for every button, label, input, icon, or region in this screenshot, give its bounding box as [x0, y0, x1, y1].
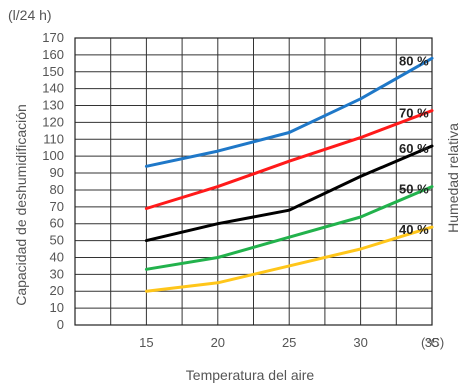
x-tick-label: 35 [425, 335, 439, 350]
x-tick-label: 25 [282, 335, 296, 350]
series-labels: 80 % 70 % 60 % 50 % 40 % [399, 53, 429, 237]
y-tick-label: 100 [42, 148, 64, 163]
y-tick-label: 40 [50, 249, 64, 264]
series-label: 80 % [399, 53, 429, 68]
y-tick-label: 120 [42, 114, 64, 129]
y-tick-label: 20 [50, 283, 64, 298]
grid [74, 37, 433, 326]
x-axis-ticks: 15 20 25 30 35 [139, 335, 439, 350]
y-tick-label: 90 [50, 165, 64, 180]
y-tick-label: 140 [42, 81, 64, 96]
y-tick-label: 70 [50, 199, 64, 214]
y-tick-label: 50 [50, 233, 64, 248]
series-line [144, 109, 434, 210]
y-tick-label: 150 [42, 64, 64, 79]
series-line [144, 225, 434, 293]
x-tick-label: 15 [139, 335, 153, 350]
series-label: 70 % [399, 106, 429, 121]
y-tick-label: 80 [50, 182, 64, 197]
series-line [144, 56, 434, 168]
y-tick-label: 60 [50, 216, 64, 231]
series-lines [144, 56, 434, 293]
x-tick-label: 20 [211, 335, 225, 350]
plot-frame [74, 37, 433, 326]
y-tick-label: 30 [50, 266, 64, 281]
y-tick-label: 130 [42, 98, 64, 113]
x-tick-label: 30 [353, 335, 367, 350]
y-tick-label: 110 [43, 131, 64, 146]
series-label: 60 % [399, 141, 429, 156]
y-unit-label: (l/24 h) [8, 7, 52, 23]
x-unit-label: (°C) [421, 335, 444, 350]
y-tick-label: 0 [57, 317, 64, 332]
y-axis-title: Capacidad de deshumidificación [13, 104, 29, 306]
series-line [144, 144, 434, 243]
x-axis-title: Temperatura del aire [186, 367, 315, 383]
right-axis-title: Humedad relativa [445, 123, 461, 233]
y-tick-label: 170 [42, 30, 64, 45]
y-tick-label: 10 [50, 300, 64, 315]
series-line [144, 185, 434, 271]
series-label: 50 % [399, 182, 429, 197]
series-label: 40 % [399, 222, 429, 237]
y-tick-label: 160 [42, 47, 64, 62]
